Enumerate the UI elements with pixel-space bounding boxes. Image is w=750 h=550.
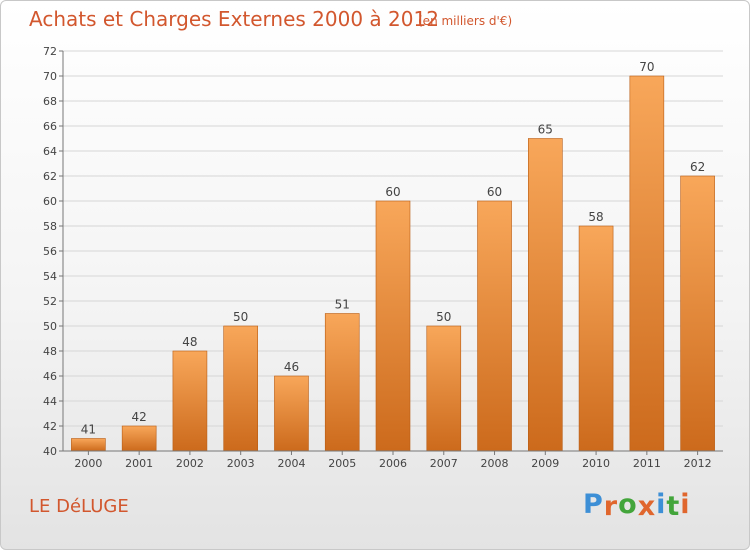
x-tick-label: 2012 (684, 457, 712, 470)
y-tick-label: 60 (43, 195, 57, 208)
chart-title: Achats et Charges Externes 2000 à 2012 (29, 7, 439, 31)
x-tick-label: 2010 (582, 457, 610, 470)
data-label: 48 (182, 335, 197, 349)
data-label: 46 (284, 360, 299, 374)
proxiti-logo[interactable]: Proxiti (583, 489, 691, 522)
bar-2012 (680, 175, 715, 452)
y-tick-label: 46 (43, 370, 57, 383)
y-tick-label: 56 (43, 245, 57, 258)
y-tick-label: 62 (43, 170, 57, 183)
x-tick-label: 2008 (481, 457, 509, 470)
y-tick-label: 72 (43, 45, 57, 58)
x-tick-label: 2004 (277, 457, 305, 470)
data-label: 50 (436, 310, 451, 324)
y-tick-label: 50 (43, 320, 57, 333)
bar-2001 (121, 425, 157, 452)
x-tick-label: 2001 (125, 457, 153, 470)
logo-letter: i (680, 489, 691, 520)
x-tick-label: 2007 (430, 457, 458, 470)
bar-2005 (324, 313, 360, 452)
y-tick-label: 44 (43, 395, 57, 408)
data-label: 60 (487, 185, 502, 199)
bars (71, 75, 715, 452)
data-label: 70 (639, 60, 654, 74)
bar-2000 (71, 438, 106, 452)
data-label: 60 (385, 185, 400, 199)
logo-letter: x (637, 491, 657, 522)
x-tick-label: 2003 (227, 457, 255, 470)
bar-2004 (274, 375, 309, 452)
y-tick-label: 54 (43, 270, 57, 283)
bar-2002 (172, 350, 208, 452)
y-tick-label: 70 (43, 70, 57, 83)
chart-subtitle: (en milliers d'€) (418, 14, 513, 28)
data-label: 58 (588, 210, 603, 224)
logo-letter: t (666, 491, 681, 522)
x-tick-label: 2005 (328, 457, 356, 470)
data-label: 42 (132, 410, 147, 424)
logo-letter: r (603, 491, 619, 522)
bar-2009 (528, 138, 563, 452)
data-label: 62 (690, 160, 705, 174)
labels: 40 42 44 46 48 50 52 54 56 58 60 62 64 66 68 70 72 41 2000… (43, 45, 712, 470)
bar-2010 (578, 225, 614, 452)
y-tick-label: 68 (43, 95, 57, 108)
y-tick-label: 48 (43, 345, 57, 358)
logo-letter: P (583, 489, 604, 520)
y-tick-label: 64 (43, 145, 57, 158)
data-label: 50 (233, 310, 248, 324)
x-tick-label: 2002 (176, 457, 204, 470)
axes (59, 50, 723, 455)
bar-2006 (375, 200, 411, 452)
data-label: 51 (335, 298, 350, 312)
x-tick-label: 2009 (531, 457, 559, 470)
y-tick-label: 40 (43, 445, 57, 458)
y-tick-label: 66 (43, 120, 57, 133)
bar-2007 (426, 325, 462, 452)
bar-2003 (223, 325, 258, 452)
y-tick-label: 52 (43, 295, 57, 308)
bar-2008 (477, 200, 512, 452)
x-tick-label: 2006 (379, 457, 407, 470)
data-label: 41 (81, 423, 96, 437)
y-tick-label: 58 (43, 220, 57, 233)
logo-letter: i (656, 489, 667, 520)
location-name: LE DéLUGE (29, 496, 129, 517)
x-tick-label: 2000 (74, 457, 102, 470)
y-tick-label: 42 (43, 420, 57, 433)
x-tick-label: 2011 (633, 457, 661, 470)
logo-letter: o (618, 489, 638, 520)
data-label: 65 (538, 123, 553, 137)
bar-2011 (629, 75, 665, 452)
